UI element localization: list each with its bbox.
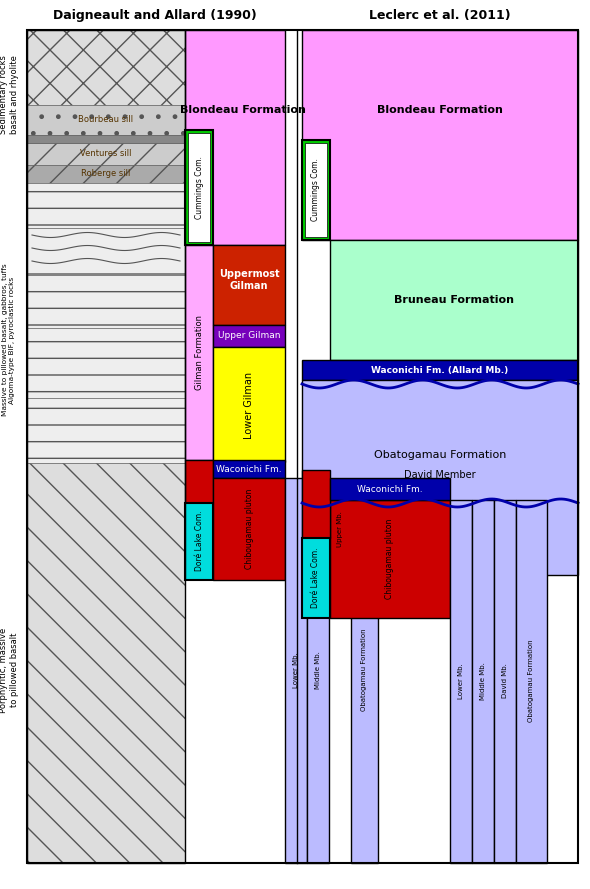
Text: Upper Mb.: Upper Mb. <box>337 511 343 547</box>
Bar <box>213 460 285 478</box>
Text: David Member: David Member <box>404 470 476 480</box>
Text: Lower Gilman: Lower Gilman <box>244 372 254 438</box>
Bar <box>302 360 578 380</box>
Text: David Mb.: David Mb. <box>502 663 508 699</box>
Text: Waconichi Fm.: Waconichi Fm. <box>357 485 423 493</box>
Bar <box>302 30 578 240</box>
Bar <box>330 478 450 500</box>
Bar <box>27 143 185 165</box>
Bar <box>185 503 213 580</box>
Bar <box>213 478 285 580</box>
Text: Massive to pillowed basalt, gabbros, tuffs
Algoma-type BIF, pyroclastic rocks: Massive to pillowed basalt, gabbros, tuf… <box>2 264 15 416</box>
Bar <box>305 143 327 237</box>
Bar <box>330 500 450 618</box>
Text: Bourbeau sill: Bourbeau sill <box>78 116 133 124</box>
Bar <box>185 130 213 245</box>
Bar <box>302 470 330 538</box>
Text: Waconichi Fm. (Allard Mb.): Waconichi Fm. (Allard Mb.) <box>371 365 509 374</box>
Text: Porphyritic, massive
to pillowed basalt: Porphyritic, massive to pillowed basalt <box>0 628 19 713</box>
Text: Doré Lake Com.: Doré Lake Com. <box>312 548 320 608</box>
Text: Blondeau Formation: Blondeau Formation <box>377 105 503 115</box>
Text: Waconichi Fm.: Waconichi Fm. <box>216 464 282 474</box>
Bar <box>494 500 516 863</box>
Bar <box>185 245 213 460</box>
Text: Middle Mb.: Middle Mb. <box>315 651 321 689</box>
Bar <box>188 133 210 242</box>
Bar <box>27 463 185 863</box>
Bar <box>27 165 185 183</box>
Text: Daigneault and Allard (1990): Daigneault and Allard (1990) <box>53 10 257 22</box>
Bar <box>351 478 378 863</box>
Bar <box>450 500 472 863</box>
Text: Obatogamau Formation: Obatogamau Formation <box>528 640 534 722</box>
Text: Doré Lake Com.: Doré Lake Com. <box>195 511 204 572</box>
Bar <box>27 273 185 328</box>
Text: Chibougamau pluton: Chibougamau pluton <box>385 519 395 599</box>
Bar <box>330 240 578 360</box>
Bar <box>329 478 351 580</box>
Bar <box>285 478 307 863</box>
Text: Lower Mb.: Lower Mb. <box>458 663 464 699</box>
Bar <box>302 140 330 240</box>
Bar <box>27 183 185 228</box>
Text: Upper Gilman: Upper Gilman <box>218 332 280 340</box>
Bar <box>213 245 285 325</box>
Text: Chibougamau pluton: Chibougamau pluton <box>244 489 254 569</box>
Bar <box>213 347 285 462</box>
Text: Uppermost
Gilman: Uppermost Gilman <box>219 269 279 291</box>
Bar <box>213 325 285 347</box>
Text: Cummings Com.: Cummings Com. <box>312 158 320 221</box>
Bar <box>472 500 494 863</box>
Text: Middle Mb.: Middle Mb. <box>480 662 486 700</box>
Text: Lower Mb.: Lower Mb. <box>293 653 299 688</box>
Bar <box>27 398 185 463</box>
Bar <box>27 228 185 273</box>
Bar <box>302 538 330 618</box>
Text: Gilman Formation: Gilman Formation <box>195 315 204 389</box>
Bar <box>307 478 329 863</box>
Text: Obatogamau Formation: Obatogamau Formation <box>374 450 506 460</box>
Text: Leclerc et al. (2011): Leclerc et al. (2011) <box>369 10 511 22</box>
Text: Blondeau Formation: Blondeau Formation <box>180 105 306 115</box>
Bar <box>27 30 185 105</box>
Bar <box>27 30 185 863</box>
Bar <box>185 460 213 503</box>
Text: Ventures sill: Ventures sill <box>80 149 132 158</box>
Text: Bruneau Formation: Bruneau Formation <box>394 295 514 305</box>
Bar <box>27 135 185 143</box>
Bar <box>302 380 578 575</box>
Bar <box>516 500 547 863</box>
Text: Sedimentary rocks
basalt and rhyolite: Sedimentary rocks basalt and rhyolite <box>0 55 19 134</box>
Text: Cummings Com.: Cummings Com. <box>195 156 204 220</box>
Bar <box>185 30 285 245</box>
Bar <box>27 105 185 135</box>
Bar <box>27 328 185 398</box>
Text: Obatogamau Formation: Obatogamau Formation <box>361 629 367 711</box>
Text: Roberge sill: Roberge sill <box>81 170 131 179</box>
